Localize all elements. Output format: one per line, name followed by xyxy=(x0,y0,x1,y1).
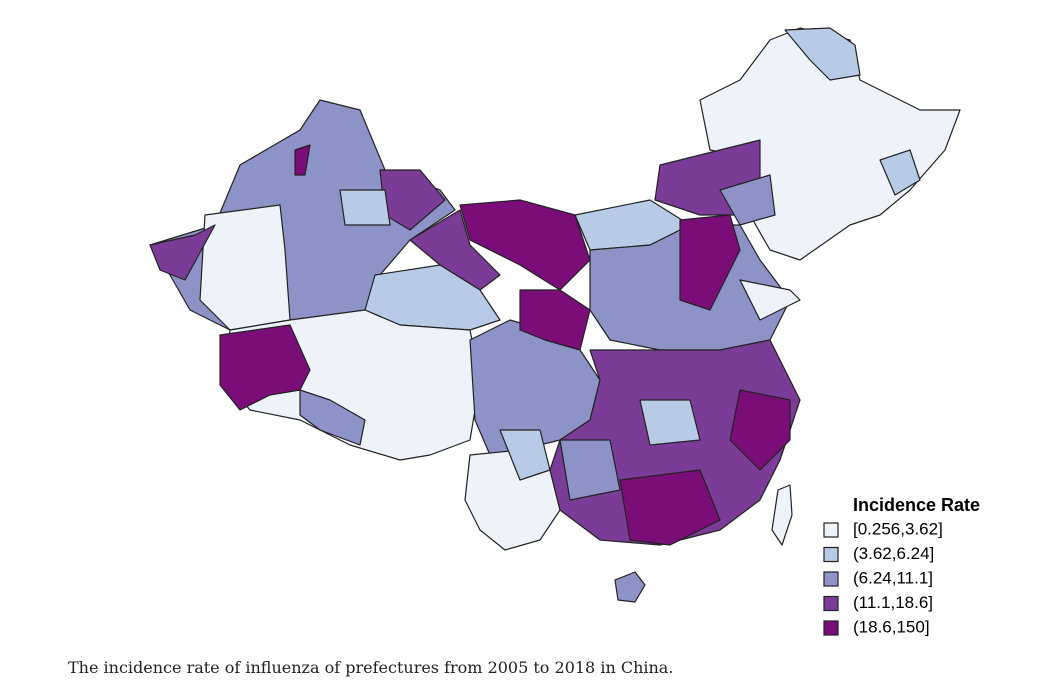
region xyxy=(719,174,776,226)
legend-label: [0.256,3.62] xyxy=(853,519,943,538)
region xyxy=(559,439,621,501)
region xyxy=(739,279,801,321)
region xyxy=(879,149,921,196)
caption: The incidence rate of influenza of prefe… xyxy=(68,658,673,677)
region xyxy=(614,571,646,603)
region xyxy=(619,469,721,546)
region xyxy=(771,484,793,546)
legend-label: (18.6,150] xyxy=(853,617,930,636)
legend-swatch xyxy=(823,522,839,538)
region xyxy=(729,389,791,471)
region xyxy=(219,324,311,411)
region xyxy=(294,144,311,176)
legend-label: (6.24,11.1] xyxy=(853,568,933,587)
region xyxy=(299,389,366,446)
legend: Incidence Rate [0.256,3.62] (3.62,6.24] (6… xyxy=(823,495,980,636)
legend-swatch xyxy=(823,595,839,612)
region xyxy=(149,224,216,281)
legend-label: (3.62,6.24] xyxy=(853,544,934,563)
china-map xyxy=(149,27,961,603)
legend-swatch xyxy=(823,546,839,563)
region xyxy=(339,189,391,226)
legend-swatch xyxy=(823,571,839,587)
legend-swatch xyxy=(823,620,839,636)
region xyxy=(639,399,701,446)
region xyxy=(519,289,591,351)
region xyxy=(679,214,741,311)
legend-label: (11.1,18.6] xyxy=(853,593,933,612)
region xyxy=(784,27,861,81)
region xyxy=(199,204,291,331)
region xyxy=(459,199,591,291)
legend-title: Incidence Rate xyxy=(853,495,980,515)
